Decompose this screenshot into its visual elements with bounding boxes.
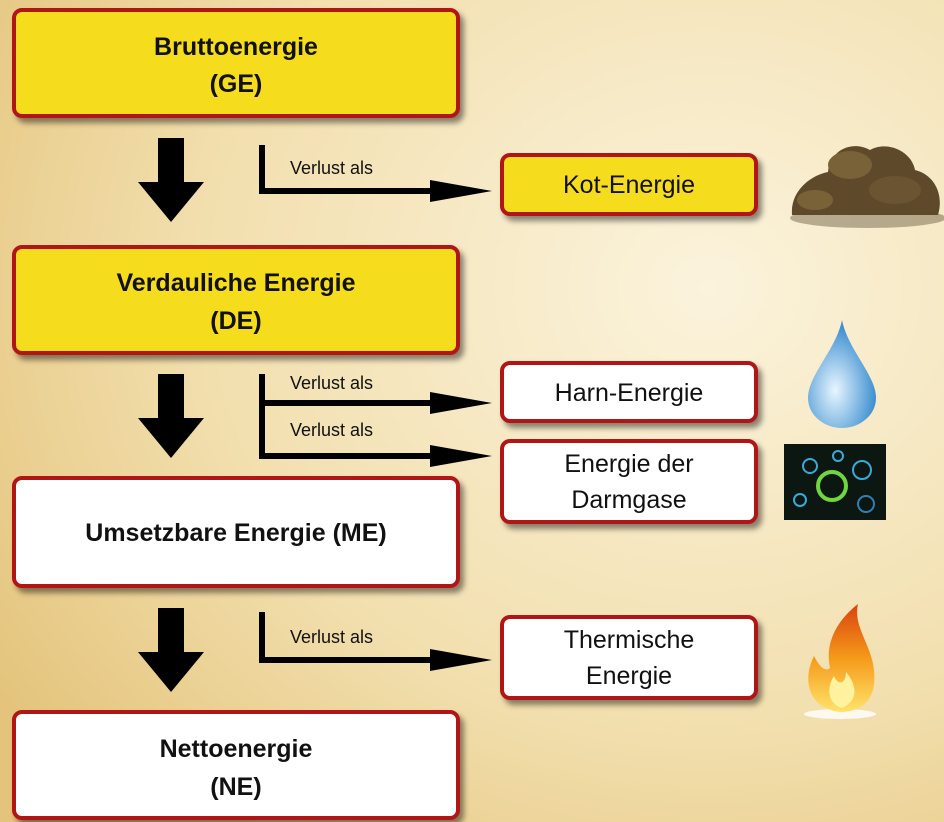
loss-label: Energie der xyxy=(564,450,693,478)
background xyxy=(0,0,944,822)
node-box xyxy=(14,10,458,116)
loss-label: Darmgase xyxy=(571,486,686,514)
edge-label: Verlust als xyxy=(290,627,373,647)
edge-label: Verlust als xyxy=(290,373,373,393)
edge-label: Verlust als xyxy=(290,420,373,440)
node-label: Bruttoenergie xyxy=(154,33,318,61)
loss-label: Energie xyxy=(586,662,672,690)
node-label: (NE) xyxy=(210,773,261,801)
loss-label: Thermische xyxy=(564,626,695,654)
gas-icon xyxy=(784,444,886,520)
node-box xyxy=(14,247,458,353)
node-box xyxy=(14,712,458,818)
node-label: (GE) xyxy=(210,70,263,98)
edge-label: Verlust als xyxy=(290,158,373,178)
diagram: Bruttoenergie (GE) Verdauliche Energie (… xyxy=(0,0,944,822)
loss-label: Kot-Energie xyxy=(563,171,695,199)
loss-label: Harn-Energie xyxy=(555,379,704,407)
page: Bruttoenergie (GE) Verdauliche Energie (… xyxy=(0,0,944,822)
node-label: Nettoenergie xyxy=(160,735,313,763)
node-label: Umsetzbare Energie (ME) xyxy=(85,519,386,547)
node-label: Verdauliche Energie xyxy=(117,269,356,297)
node-label: (DE) xyxy=(210,307,261,335)
